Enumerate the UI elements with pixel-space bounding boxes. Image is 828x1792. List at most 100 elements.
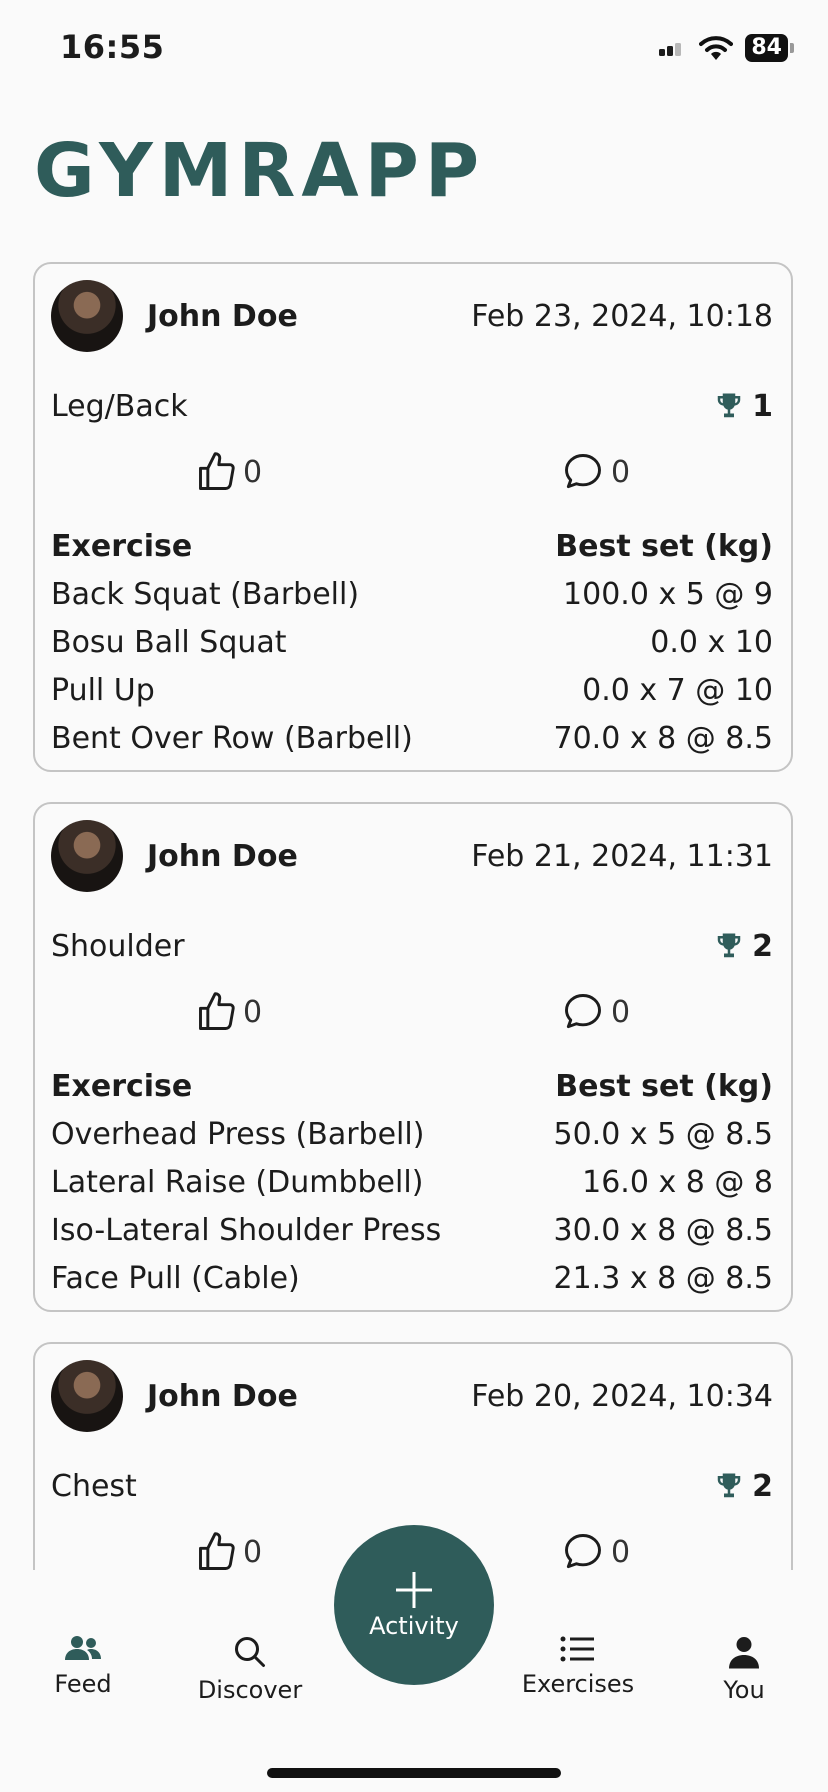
exercise-name: Overhead Press (Barbell) [51,1116,425,1152]
like-button[interactable]: 0 [195,450,262,494]
like-count: 0 [243,454,263,490]
thumbs-up-icon [199,992,235,1030]
pr-count: 2 [752,1468,773,1504]
tab-exercises-label: Exercises [521,1670,635,1698]
like-count: 0 [243,1534,263,1570]
activity-feed[interactable]: John Doe Feb 23, 2024, 10:18 Leg/Back 1 … [0,262,828,1570]
add-activity-label: Activity [369,1612,459,1640]
best-set: 0.0 x 7 @ 10 [582,672,773,708]
username[interactable]: John Doe [147,1378,298,1414]
workout-title-row: Leg/Back 1 [51,382,773,430]
trophy-icon [717,1473,741,1498]
table-row: Iso-Lateral Shoulder Press 30.0 x 8 @ 8.… [51,1206,773,1254]
workout-title-row: Shoulder 2 [51,922,773,970]
comment-button[interactable]: 0 [561,990,630,1034]
table-header-row: Exercise Best set (kg) [51,1062,773,1110]
pr-count: 1 [752,388,773,424]
best-set-header: Best set (kg) [555,528,773,564]
thumbs-up-icon [199,1532,235,1570]
status-bar: 16:55 84 [0,0,828,100]
battery-level: 84 [745,34,788,62]
exercise-name: Iso-Lateral Shoulder Press [51,1212,442,1248]
table-row: Pull Up 0.0 x 7 @ 10 [51,666,773,714]
best-set: 0.0 x 10 [650,624,773,660]
exercise-name: Bent Over Row (Barbell) [51,720,413,756]
social-row: 0 0 [35,444,791,504]
bottom-tab-bar: Feed Discover Activity Exercises You [0,1525,828,1792]
card-header: John Doe Feb 21, 2024, 11:31 [51,820,773,892]
username[interactable]: John Doe [147,298,298,334]
tab-feed-label: Feed [54,1670,112,1698]
tab-exercises[interactable]: Exercises [508,1634,648,1698]
home-indicator [267,1768,561,1778]
best-set: 30.0 x 8 @ 8.5 [553,1212,774,1248]
workout-card[interactable]: John Doe Feb 21, 2024, 11:31 Shoulder 2 … [33,802,793,1312]
exercise-table: Exercise Best set (kg) Overhead Press (B… [51,1062,773,1302]
workout-name: Shoulder [51,928,185,964]
best-set: 100.0 x 5 @ 9 [563,576,773,612]
comment-button[interactable]: 0 [561,450,630,494]
table-row: Overhead Press (Barbell) 50.0 x 5 @ 8.5 [51,1110,773,1158]
table-row: Face Pull (Cable) 21.3 x 8 @ 8.5 [51,1254,773,1302]
comment-button[interactable]: 0 [561,1530,630,1570]
comment-count: 0 [611,994,631,1030]
username[interactable]: John Doe [147,838,298,874]
like-button[interactable]: 0 [195,1530,262,1570]
table-row: Bent Over Row (Barbell) 70.0 x 8 @ 8.5 [51,714,773,762]
thumbs-up-icon [199,452,235,490]
person-icon [729,1637,759,1669]
battery-tip [790,43,794,53]
workout-date: Feb 21, 2024, 11:31 [471,838,773,874]
social-row: 0 0 [35,1524,791,1570]
status-icons: 84 [659,34,794,62]
table-header-row: Exercise Best set (kg) [51,522,773,570]
signal-icon [659,43,682,56]
battery-indicator: 84 [745,34,794,62]
list-icon [560,1636,594,1662]
search-icon [235,1637,265,1667]
best-set: 21.3 x 8 @ 8.5 [553,1260,774,1296]
table-row: Lateral Raise (Dumbbell) 16.0 x 8 @ 8 [51,1158,773,1206]
social-row: 0 0 [35,984,791,1044]
tab-you-label: You [723,1676,765,1704]
comment-count: 0 [611,454,631,490]
comment-icon [565,994,601,1029]
exercise-name: Pull Up [51,672,155,708]
exercise-header: Exercise [51,1068,193,1104]
workout-name: Chest [51,1468,137,1504]
like-button[interactable]: 0 [195,990,262,1034]
tab-you[interactable]: You [674,1634,814,1704]
workout-title-row: Chest 2 [51,1462,773,1510]
comment-icon [565,454,601,489]
workout-card[interactable]: John Doe Feb 23, 2024, 10:18 Leg/Back 1 … [33,262,793,772]
avatar[interactable] [51,1360,123,1432]
card-header: John Doe Feb 20, 2024, 10:34 [51,1360,773,1432]
plus-icon [396,1572,432,1608]
card-header: John Doe Feb 23, 2024, 10:18 [51,280,773,352]
tab-feed[interactable]: Feed [13,1634,153,1698]
avatar[interactable] [51,280,123,352]
pr-badge: 1 [714,389,773,424]
tab-discover[interactable]: Discover [180,1634,320,1704]
best-set: 50.0 x 5 @ 8.5 [553,1116,774,1152]
app-title: GYMRAPP [34,128,486,214]
add-activity-button[interactable]: Activity [334,1525,494,1685]
workout-date: Feb 20, 2024, 10:34 [471,1378,773,1414]
pr-badge: 2 [714,1469,773,1504]
trophy-icon [717,933,741,958]
like-count: 0 [243,994,263,1030]
avatar[interactable] [51,820,123,892]
exercise-header: Exercise [51,528,193,564]
people-icon [65,1636,101,1660]
status-time: 16:55 [60,28,165,66]
exercise-name: Back Squat (Barbell) [51,576,360,612]
pr-count: 2 [752,928,773,964]
table-row: Bosu Ball Squat 0.0 x 10 [51,618,773,666]
best-set: 16.0 x 8 @ 8 [582,1164,773,1200]
best-set: 70.0 x 8 @ 8.5 [553,720,774,756]
tab-discover-label: Discover [197,1676,303,1704]
comment-icon [565,1534,601,1569]
exercise-name: Face Pull (Cable) [51,1260,300,1296]
pr-badge: 2 [714,929,773,964]
trophy-icon [717,393,741,418]
